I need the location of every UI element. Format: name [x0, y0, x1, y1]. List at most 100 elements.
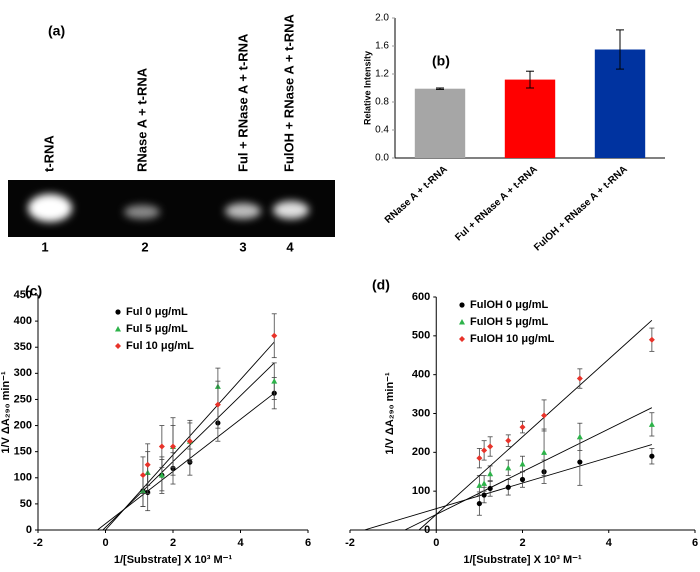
- marker: [115, 326, 121, 332]
- y-tick-label: 200: [412, 446, 430, 458]
- y-tick-label: 2.0: [375, 13, 389, 24]
- x-tick-label: RNase A + t-RNA: [383, 164, 450, 226]
- marker: [158, 443, 165, 450]
- x-axis-title: 1/[Substrate] X 10³ M⁻¹: [114, 554, 233, 566]
- marker: [577, 459, 583, 465]
- y-axis-title: Relative Intensity: [362, 51, 372, 125]
- x-tick-label: 2: [519, 537, 525, 549]
- x-tick-label: FulOH + RNase A + t-RNA: [532, 164, 630, 253]
- fit-line: [404, 407, 653, 531]
- y-tick-label: 150: [14, 446, 32, 458]
- marker: [115, 309, 121, 315]
- marker: [186, 438, 193, 445]
- y-axis-title: 1/V ΔA₂₉₀ min⁻¹: [0, 371, 12, 454]
- marker: [144, 461, 151, 468]
- x-tick-label: -2: [345, 537, 355, 549]
- marker: [487, 443, 494, 450]
- y-tick-label: 600: [412, 291, 430, 303]
- x-tick-label: 2: [170, 537, 176, 549]
- y-tick-label: 1.2: [375, 69, 389, 80]
- gel-band: [225, 203, 261, 219]
- marker: [271, 332, 278, 339]
- bar: [414, 88, 466, 158]
- y-tick-label: 50: [20, 498, 32, 510]
- y-tick-label: 0: [26, 524, 32, 536]
- y-tick-label: 0: [424, 524, 430, 536]
- y-tick-label: 100: [14, 472, 32, 484]
- x-tick-label: Ful + RNase A + t-RNA: [453, 164, 540, 243]
- panel-label: (d): [372, 277, 390, 293]
- y-tick-label: 400: [14, 315, 32, 327]
- gel-band: [28, 194, 72, 222]
- marker: [476, 500, 482, 507]
- x-tick-label: 4: [237, 537, 244, 549]
- marker: [519, 424, 526, 431]
- y-axis-title: 1/V ΔA₂₉₀ min⁻¹: [384, 372, 396, 455]
- lane-label: t-RNA: [41, 135, 56, 172]
- marker: [158, 472, 165, 478]
- legend-label: FulOH 10 μg/mL: [470, 333, 555, 345]
- marker: [519, 476, 526, 483]
- marker: [476, 455, 483, 462]
- y-tick-label: 0.8: [375, 97, 389, 108]
- marker: [481, 480, 488, 486]
- fit-line: [97, 392, 275, 531]
- legend-label: Ful 5 μg/mL: [126, 323, 188, 335]
- y-tick-label: 400: [412, 369, 430, 381]
- x-tick-label: 0: [102, 537, 108, 549]
- bar: [504, 79, 556, 158]
- marker: [476, 482, 483, 488]
- marker: [459, 302, 465, 308]
- y-tick-label: 200: [14, 419, 32, 431]
- lane-label: FulOH + RNase A + t-RNA: [281, 13, 296, 172]
- y-tick-label: 350: [14, 341, 32, 353]
- legend-label: FulOH 5 μg/mL: [470, 316, 549, 328]
- x-tick-label: -2: [33, 537, 43, 549]
- y-tick-label: 500: [412, 330, 430, 342]
- lane-label: Ful + RNase A + t-RNA: [235, 33, 250, 172]
- x-tick-label: 6: [692, 537, 698, 549]
- marker: [576, 433, 583, 440]
- y-tick-label: 1.6: [375, 41, 389, 52]
- gel-band: [273, 201, 309, 219]
- marker: [481, 447, 488, 454]
- marker: [519, 460, 526, 467]
- gel-band: [124, 205, 160, 219]
- marker: [648, 336, 655, 343]
- marker: [170, 443, 176, 450]
- marker: [459, 336, 465, 342]
- marker: [459, 319, 465, 325]
- y-tick-label: 300: [14, 367, 32, 379]
- legend-label: FulOH 0 μg/mL: [470, 299, 549, 311]
- marker: [649, 453, 655, 459]
- marker: [481, 492, 487, 498]
- y-tick-label: 300: [412, 407, 430, 419]
- marker: [271, 378, 278, 384]
- panel-label: (a): [48, 23, 65, 39]
- x-tick-label: 4: [606, 537, 613, 549]
- fit-line: [418, 319, 653, 531]
- panel-label: (b): [432, 53, 450, 69]
- marker: [139, 472, 146, 479]
- y-tick-label: 250: [14, 393, 32, 405]
- y-tick-label: 450: [14, 289, 32, 301]
- fit-line: [102, 362, 275, 531]
- y-tick-label: 0.4: [375, 125, 389, 136]
- lane-number: 4: [286, 239, 294, 254]
- lane-number: 2: [141, 239, 148, 254]
- marker: [487, 470, 494, 477]
- marker: [576, 375, 583, 382]
- marker: [648, 421, 655, 427]
- x-axis-title: 1/[Substrate] X 10³ M⁻¹: [463, 554, 582, 566]
- lane-number: 1: [41, 239, 48, 254]
- marker: [505, 464, 512, 471]
- marker: [541, 412, 548, 419]
- marker: [505, 437, 512, 444]
- x-tick-label: 6: [305, 537, 311, 549]
- marker: [115, 343, 121, 349]
- lane-number: 3: [239, 239, 246, 254]
- y-tick-label: 0.0: [375, 153, 389, 164]
- marker: [214, 401, 221, 408]
- legend-label: Ful 0 μg/mL: [126, 306, 188, 318]
